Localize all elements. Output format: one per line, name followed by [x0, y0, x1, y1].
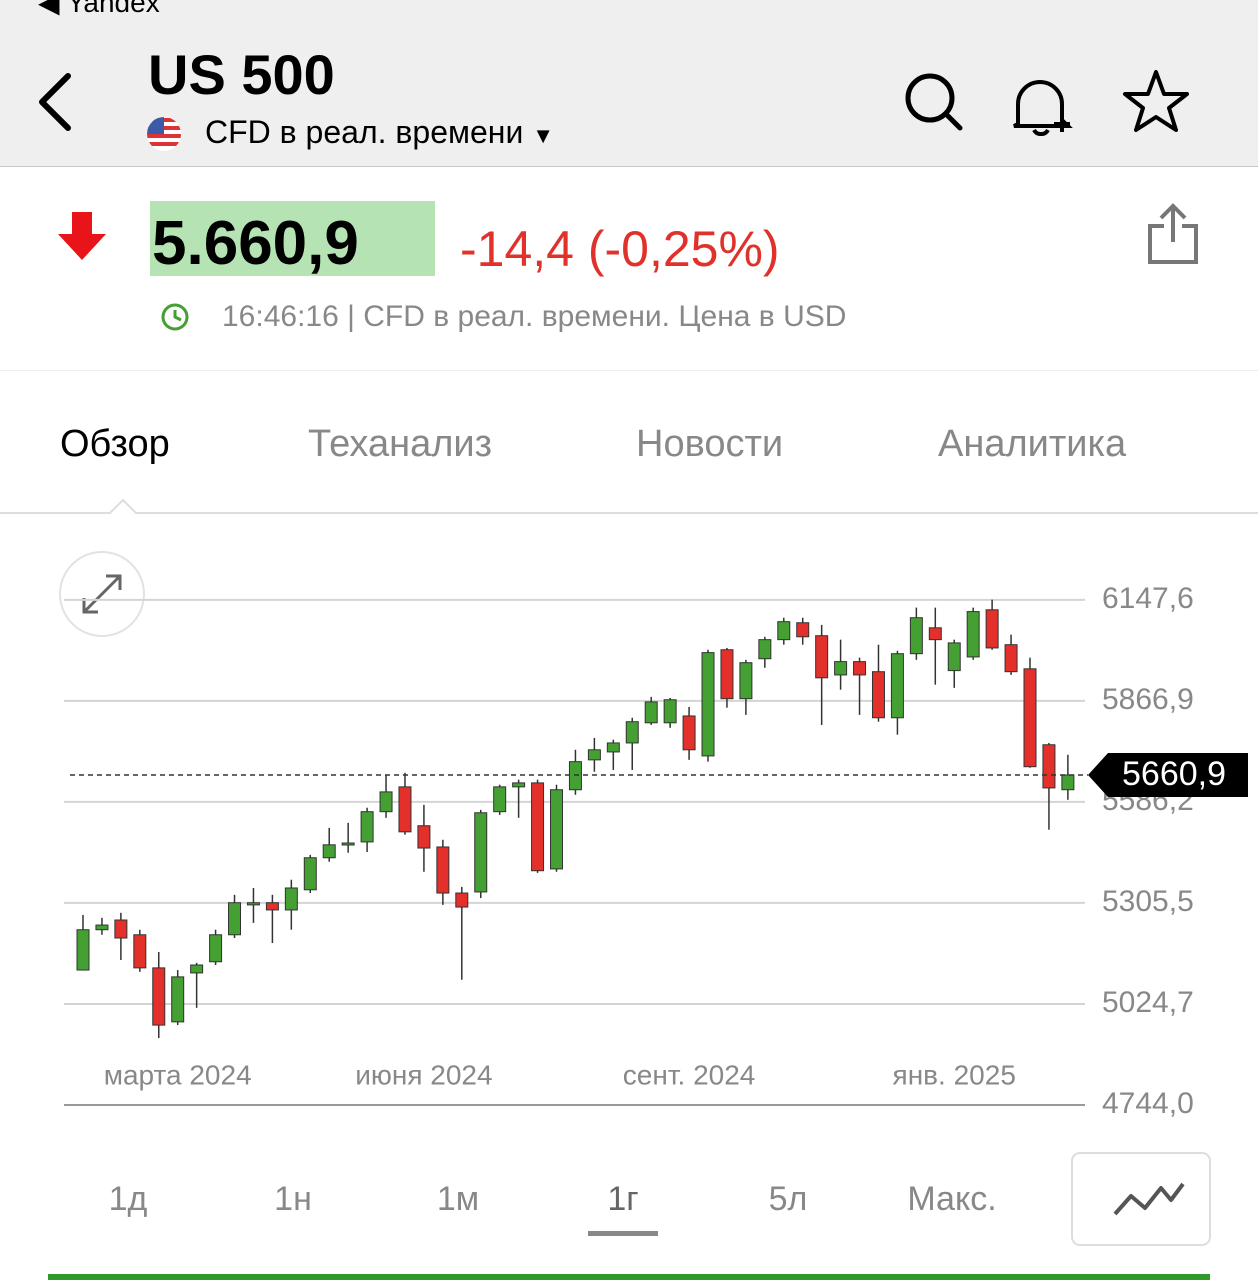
bottom-bar [48, 1274, 1210, 1280]
chart: 4744,05024,75305,55586,25866,96147,6март… [64, 582, 1248, 1120]
candle-body [720, 649, 734, 700]
candle-body [379, 791, 393, 813]
share-icon[interactable] [1146, 202, 1200, 266]
candle-body [474, 812, 488, 893]
tab-bar-edge [0, 498, 1258, 514]
quote-info: 16:46:16 | CFD в реал. времени. Цена в U… [222, 300, 847, 333]
favorite-icon[interactable] [1123, 70, 1189, 132]
chart-type-button[interactable] [1071, 1152, 1211, 1246]
range-button[interactable]: 1м [436, 1180, 480, 1218]
range-underline [588, 1231, 658, 1236]
tab[interactable]: Теханализ [308, 423, 493, 465]
candle-body [550, 789, 563, 870]
candle-body [493, 786, 507, 813]
candle-body [663, 699, 677, 724]
range-button[interactable]: Макс. [907, 1180, 997, 1218]
candle-body [228, 902, 242, 936]
tab[interactable]: Обзор [60, 423, 170, 465]
candle-body [587, 749, 601, 761]
header-icons [905, 70, 1189, 136]
x-tick-label: марта 2024 [104, 1059, 252, 1090]
candle-body [1023, 668, 1037, 768]
candle-body [815, 635, 829, 679]
candle-body [928, 627, 942, 641]
title: US 500 [148, 43, 335, 106]
search-icon[interactable] [905, 73, 963, 131]
candle-body [644, 701, 658, 724]
candle-body [966, 611, 980, 658]
y-tick-label: 5305,5 [1102, 885, 1194, 918]
candle-body [95, 924, 109, 931]
current-price-label: 5660,9 [1122, 755, 1226, 793]
candle-body [114, 919, 128, 939]
candle-body [890, 653, 904, 719]
range-button[interactable]: 5л [768, 1180, 808, 1218]
candle-body [322, 844, 336, 859]
expand-button[interactable] [58, 550, 148, 640]
x-tick-label: сент. 2024 [623, 1059, 756, 1090]
range-button[interactable]: 1г [607, 1180, 639, 1218]
candle-body [531, 782, 545, 872]
tab[interactable]: Аналитика [938, 423, 1127, 465]
x-tick-label: янв. 2025 [893, 1059, 1016, 1090]
candle-body [758, 639, 772, 660]
candle-body [133, 934, 147, 969]
x-tick-label: июня 2024 [355, 1059, 492, 1090]
candle-body [512, 782, 526, 788]
y-tick-label: 4744,0 [1102, 1087, 1194, 1120]
candle-body [341, 842, 355, 846]
candle-body [455, 892, 469, 908]
price-change: -14,4 (-0,25%) [460, 221, 780, 277]
candle-body [360, 811, 374, 843]
candle-body [625, 721, 639, 744]
candle-body [606, 742, 620, 753]
candle-body [265, 902, 279, 911]
alert-icon[interactable] [1013, 80, 1073, 136]
y-tick-label: 5024,7 [1102, 986, 1194, 1019]
back-button[interactable] [30, 70, 80, 134]
candle-body [777, 621, 791, 641]
flag [147, 117, 181, 151]
tab[interactable]: Новости [636, 423, 784, 465]
candle-body [398, 786, 412, 833]
candle-body [701, 652, 715, 757]
candle-body [417, 825, 431, 849]
candle-body [682, 715, 696, 751]
range-button[interactable]: 1д [108, 1180, 148, 1218]
candle-body [246, 902, 260, 906]
candle-body [909, 617, 923, 655]
candle-body [1042, 744, 1056, 789]
current-price-tag [1088, 753, 1248, 798]
candle-body [76, 929, 90, 971]
y-tick-label: 5866,9 [1102, 683, 1194, 716]
divider [0, 370, 1258, 371]
candle-body [796, 622, 810, 638]
back-app[interactable]: ◀ Yandex [38, 0, 160, 19]
candle-body [171, 976, 185, 1023]
candle-body [284, 887, 298, 911]
candle-body [303, 857, 317, 891]
candle-body [834, 661, 848, 676]
candle-body [1061, 774, 1075, 791]
range-button[interactable]: 1н [274, 1180, 312, 1218]
candle-body [985, 609, 999, 649]
candle-body [853, 661, 867, 676]
back-app-label: Yandex [66, 0, 160, 18]
candle-body [152, 967, 166, 1026]
candle-body [209, 934, 223, 963]
candle-body [947, 642, 961, 672]
clock-icon [161, 303, 189, 331]
candle-body [739, 662, 753, 700]
candle-body [190, 964, 204, 974]
subtitle[interactable]: CFD в реал. времени ▼ [205, 114, 554, 150]
candle-body [871, 671, 885, 719]
y-tick-label: 6147,6 [1102, 582, 1194, 615]
price: 5.660,9 [152, 209, 359, 278]
candle-body [1004, 644, 1018, 673]
subtitle-text: CFD в реал. времени [205, 114, 524, 150]
price-highlight [150, 201, 435, 276]
down-arrow [58, 212, 106, 260]
candle-body [436, 846, 450, 894]
